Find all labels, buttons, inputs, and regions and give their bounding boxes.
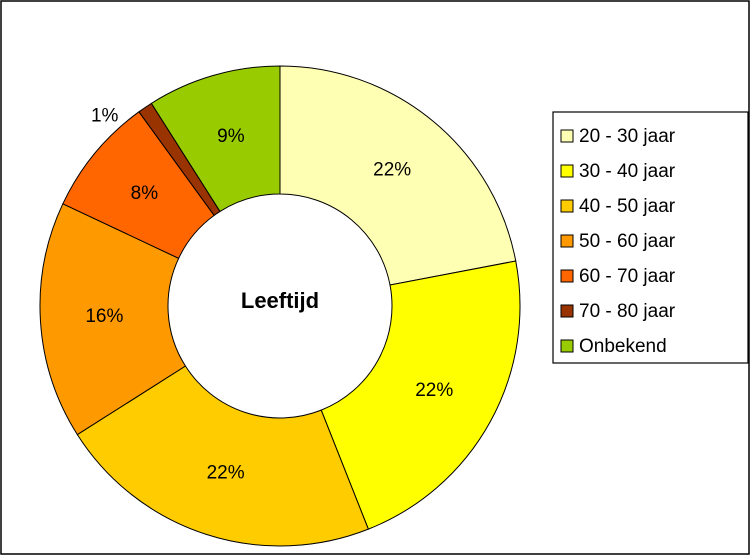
legend-label: Onbekend [579,336,667,357]
legend-label: 50 - 60 jaar [579,231,676,252]
legend-swatch [560,269,574,283]
donut-slice [279,65,517,286]
donut-slice [39,203,187,436]
legend-label: 70 - 80 jaar [579,301,676,322]
legend-swatch [560,164,574,178]
donut-slice [320,260,521,530]
legend-swatch [560,199,574,213]
legend-box [552,111,749,364]
legend-swatch [560,339,574,353]
legend-label: 30 - 40 jaar [579,161,676,182]
data-label: 16% [85,306,123,327]
legend-label: 20 - 30 jaar [579,126,676,147]
data-label: 9% [217,126,245,147]
data-label: 22% [207,462,245,483]
data-label: 22% [415,380,453,401]
data-label: 1% [91,106,119,127]
donut-slice [150,65,281,213]
data-label: 22% [373,159,411,180]
legend-swatch [560,304,574,318]
chart-title: Leeftijd [241,288,319,313]
legend-swatch [560,129,574,143]
donut-slice [76,365,369,547]
legend-swatch [560,234,574,248]
legend-label: 40 - 50 jaar [579,196,676,217]
legend-label: 60 - 70 jaar [579,266,676,287]
data-label: 8% [131,183,159,204]
